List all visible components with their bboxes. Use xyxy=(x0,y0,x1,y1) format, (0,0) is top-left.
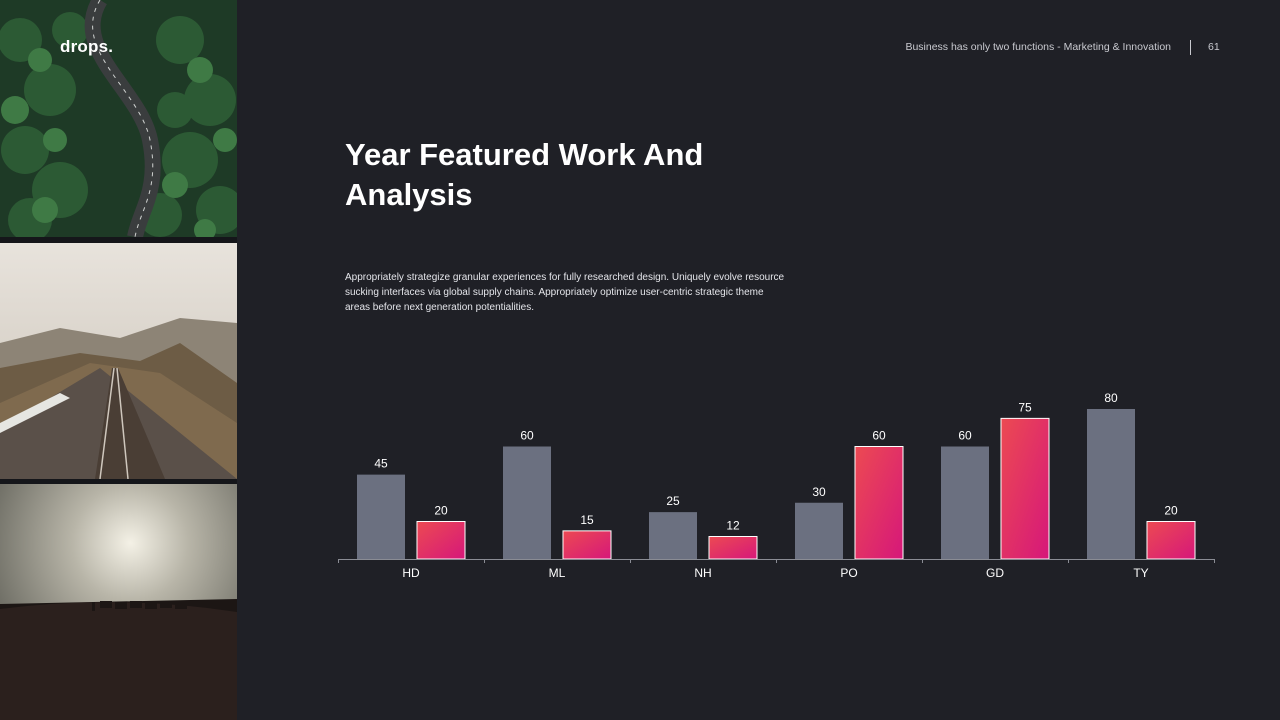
brand-logo: drops. xyxy=(60,37,114,56)
bar-gd-series-1 xyxy=(941,446,989,559)
data-label-nh-series-1: 25 xyxy=(666,494,680,508)
bar-hd-series-1 xyxy=(357,474,405,559)
data-label-nh-series-2: 12 xyxy=(726,519,740,533)
x-tick-label-hd: HD xyxy=(402,566,420,580)
data-label-ml-series-1: 60 xyxy=(520,429,534,443)
bar-po-series-2 xyxy=(854,446,904,560)
mountain-railway-image xyxy=(0,243,237,479)
photo-column xyxy=(0,0,237,720)
data-label-ty-series-2: 20 xyxy=(1164,504,1178,518)
bar-ty-series-2 xyxy=(1146,521,1196,560)
bar-gd-series-2 xyxy=(1000,417,1050,560)
data-label-gd-series-1: 60 xyxy=(958,429,972,443)
bar-ml-series-2 xyxy=(562,530,612,560)
header-divider xyxy=(1190,40,1191,55)
data-label-po-series-2: 60 xyxy=(872,429,886,443)
x-tick-label-nh: NH xyxy=(694,566,711,580)
bar-ml-series-1 xyxy=(503,446,551,559)
bar-ty-series-1 xyxy=(1087,409,1135,559)
x-tick-label-gd: GD xyxy=(986,566,1004,580)
x-tick-label-po: PO xyxy=(840,566,857,580)
bar-nh-series-1 xyxy=(649,512,697,559)
bar-nh-series-2 xyxy=(708,536,758,560)
data-label-ml-series-2: 15 xyxy=(580,513,594,527)
data-label-hd-series-1: 45 xyxy=(374,457,388,471)
x-tick-label-ml: ML xyxy=(549,566,566,580)
x-tick-label-ty: TY xyxy=(1133,566,1148,580)
body-paragraph: Appropriately strategize granular experi… xyxy=(345,272,785,313)
bar-hd-series-2 xyxy=(416,521,466,560)
data-label-hd-series-2: 20 xyxy=(434,504,448,518)
page-number: 61 xyxy=(1208,41,1220,53)
page-title: Year Featured Work And Analysis xyxy=(345,137,704,212)
data-label-gd-series-2: 75 xyxy=(1018,400,1032,414)
forest-road-image xyxy=(0,0,237,237)
desert-caravan-image xyxy=(0,484,237,720)
bar-chart: 45 20 60 15 25 12 30 60 60 75 80 20 HD ML NH PO GD TY xyxy=(338,391,1215,580)
bar-po-series-1 xyxy=(795,502,843,559)
data-label-ty-series-1: 80 xyxy=(1104,391,1118,405)
header-tagline: Business has only two functions - Market… xyxy=(905,41,1171,53)
data-label-po-series-1: 30 xyxy=(812,485,826,499)
